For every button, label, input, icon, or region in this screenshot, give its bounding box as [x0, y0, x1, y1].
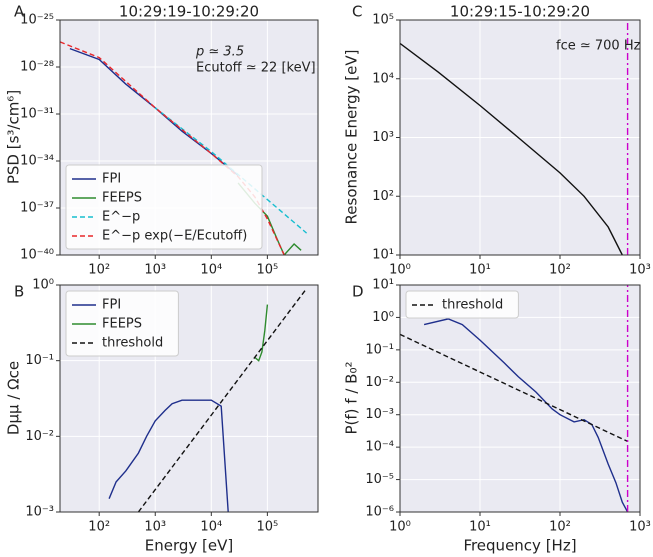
y-tick-label: 10⁵ — [372, 13, 394, 28]
legend-label: E^−p — [102, 210, 140, 225]
legend-label: FPI — [102, 298, 121, 313]
series-line — [108, 399, 229, 512]
series-line — [137, 288, 308, 512]
legend-label: E^−p exp(−E/Ecutoff) — [102, 229, 247, 244]
y-tick-label: 10⁻⁶ — [365, 505, 394, 520]
x-tick-label: 10³ — [629, 520, 651, 535]
legend-label: FEEPS — [102, 191, 142, 206]
y-axis-label: PSD [s³/cm⁶] — [5, 90, 23, 184]
x-tick-label: 10⁴ — [200, 520, 222, 535]
y-tick-label: 10⁻⁴⁰ — [20, 248, 54, 263]
y-tick-label: 10⁻¹ — [25, 353, 54, 368]
panel-letter: B — [14, 283, 24, 301]
y-tick-label: 10⁻² — [25, 429, 54, 444]
x-tick-label: 10⁵ — [256, 520, 278, 535]
annotation: p ≃ 3.5 — [195, 45, 244, 60]
y-tick-label: 10³ — [372, 130, 394, 145]
legend — [65, 164, 263, 250]
plots: 10² 10³ 10⁴ 10⁵ 10⁻²⁵ 10⁻²⁸ 10⁻³¹ 10⁻³⁴ 10⁻³⁷ 10⁻… — [20, 13, 651, 535]
y-tick-label: 10⁻³¹ — [20, 107, 54, 122]
y-tick-label: 10⁰ — [32, 278, 54, 293]
y-tick-label: 10⁻² — [365, 375, 394, 390]
legend-label: FEEPS — [102, 317, 142, 332]
x-tick-label: 10¹ — [469, 263, 491, 278]
x-tick-label: 10³ — [629, 263, 651, 278]
annotation: Ecutoff ≃ 22 [keV] — [196, 61, 316, 76]
panel-letter: C — [352, 3, 362, 21]
panel-letter: A — [14, 3, 25, 21]
legend-label: threshold — [102, 336, 163, 351]
series-line — [423, 318, 629, 512]
y-tick-label: 10⁻³⁴ — [20, 154, 54, 169]
y-axis-label: P(f) f / B₀² — [343, 362, 361, 435]
y-axis-label: Dμμ / Ωce — [5, 361, 23, 435]
x-tick-label: 10⁰ — [389, 520, 411, 535]
series-line — [154, 107, 308, 234]
annotation: fce ≃ 700 Hz — [556, 39, 641, 54]
series-line — [400, 42, 623, 255]
y-tick-label: 10⁴ — [372, 71, 394, 86]
y-tick-label: 10⁻³⁷ — [20, 201, 54, 216]
x-tick-label: 10⁵ — [256, 263, 278, 278]
legend-label: threshold — [442, 298, 503, 313]
x-tick-label: 10³ — [144, 263, 166, 278]
x-tick-label: 10¹ — [469, 520, 491, 535]
y-tick-label: 10¹ — [372, 278, 394, 293]
x-tick-label: 10² — [549, 263, 571, 278]
y-tick-label: 10² — [372, 189, 394, 204]
y-tick-label: 10⁻⁴ — [365, 440, 394, 455]
panel-letter: D — [352, 283, 364, 301]
x-axis-label: Energy [eV] — [145, 537, 233, 555]
legend-label: FPI — [102, 172, 121, 187]
y-tick-label: 10⁻²⁵ — [20, 13, 54, 28]
chart-title: 10:29:19-10:29:20 — [119, 3, 259, 21]
y-tick-label: 10⁻³ — [365, 407, 394, 422]
chart-title: 10:29:15-10:29:20 — [450, 3, 590, 21]
x-tick-label: 10⁴ — [200, 263, 222, 278]
y-tick-label: 10⁻⁵ — [365, 472, 394, 487]
plot-frame — [399, 284, 641, 513]
legend — [65, 290, 179, 357]
x-tick-label: 10³ — [144, 520, 166, 535]
x-axis-label: Frequency [Hz] — [463, 537, 576, 555]
y-tick-label: 10⁰ — [372, 310, 394, 325]
series-line — [400, 333, 628, 443]
plot-area — [400, 285, 640, 512]
series-line — [60, 41, 285, 255]
y-tick-label: 10⁻³ — [25, 505, 54, 520]
y-tick-label: 10⁻¹ — [365, 342, 394, 357]
x-tick-label: 10² — [88, 520, 110, 535]
y-tick-label: 10¹ — [372, 248, 394, 263]
plot-frame — [59, 19, 319, 256]
plot-frame — [59, 284, 319, 513]
x-tick-label: 10² — [549, 520, 571, 535]
y-axis-label: Resonance Energy [eV] — [343, 50, 361, 225]
plot-frame — [399, 19, 641, 256]
series-line — [254, 304, 269, 362]
legend — [405, 290, 519, 319]
x-tick-label: 10⁰ — [389, 263, 411, 278]
y-tick-label: 10⁻²⁸ — [20, 60, 54, 75]
x-tick-label: 10² — [88, 263, 110, 278]
